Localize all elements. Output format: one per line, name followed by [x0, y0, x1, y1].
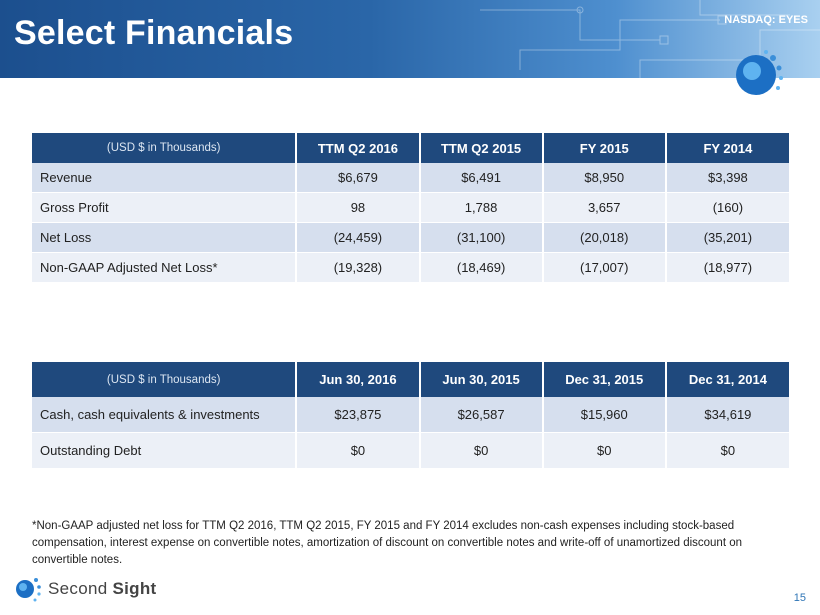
table-row: Outstanding Debt $0 $0 $0 $0 — [32, 432, 789, 469]
row-label: Outstanding Debt — [32, 432, 298, 469]
table-cell: (17,007) — [542, 252, 667, 283]
financials-table: (USD $ in Thousands) TTM Q2 2016 TTM Q2 … — [32, 133, 789, 283]
balance-table: (USD $ in Thousands) Jun 30, 2016 Jun 30… — [32, 362, 789, 469]
table-header-row: (USD $ in Thousands) Jun 30, 2016 Jun 30… — [32, 362, 789, 397]
company-logo: Second Sight — [12, 574, 156, 604]
brand-name-bold: Sight — [112, 579, 157, 598]
row-label: Non-GAAP Adjusted Net Loss* — [32, 252, 298, 283]
footnote: *Non-GAAP adjusted net loss for TTM Q2 2… — [32, 520, 743, 566]
column-header: Jun 30, 2016 — [296, 362, 421, 397]
table-row: Revenue $6,679 $6,491 $8,950 $3,398 — [32, 163, 789, 193]
table-cell: $0 — [296, 432, 421, 469]
page-number: 15 — [793, 592, 806, 604]
table-cell: (20,018) — [542, 222, 667, 253]
table-cell: 1,788 — [419, 192, 544, 223]
row-label: Revenue — [32, 163, 298, 193]
column-header: Dec 31, 2014 — [665, 362, 789, 397]
dots-logo-icon — [16, 578, 41, 602]
table-cell: $0 — [542, 432, 667, 469]
table-cell: $0 — [665, 432, 789, 469]
brand-name: Second Sight — [48, 579, 156, 599]
table-row: Non-GAAP Adjusted Net Loss* (19,328) (18… — [32, 252, 789, 283]
table-cell: $34,619 — [665, 397, 789, 433]
brand-name-light: Second — [48, 579, 113, 598]
table-cell: (19,328) — [296, 252, 421, 283]
column-header: FY 2015 — [542, 133, 667, 163]
table-cell: (160) — [665, 192, 789, 223]
table-cell: $8,950 — [542, 163, 667, 193]
column-header: FY 2014 — [665, 133, 789, 163]
table-cell: $6,679 — [296, 163, 421, 193]
column-header: TTM Q2 2016 — [296, 133, 421, 163]
column-header: (USD $ in Thousands) — [32, 362, 298, 397]
row-label: Gross Profit — [32, 192, 298, 223]
table-cell: $15,960 — [542, 397, 667, 433]
column-header: Dec 31, 2015 — [542, 362, 667, 397]
table-cell: $26,587 — [419, 397, 544, 433]
table-header-row: (USD $ in Thousands) TTM Q2 2016 TTM Q2 … — [32, 133, 789, 163]
table-cell: (18,977) — [665, 252, 789, 283]
table-cell: 98 — [296, 192, 421, 223]
table-cell: $0 — [419, 432, 544, 469]
ticker-label: NASDAQ: EYES — [724, 14, 808, 26]
table-cell: (18,469) — [419, 252, 544, 283]
globe-logo-icon — [736, 50, 783, 95]
row-label: Cash, cash equivalents & investments — [32, 397, 298, 433]
table-cell: $23,875 — [296, 397, 421, 433]
table-cell: (24,459) — [296, 222, 421, 253]
row-label: Net Loss — [32, 222, 298, 253]
page-title: Select Financials — [14, 14, 294, 52]
column-header: (USD $ in Thousands) — [32, 133, 298, 163]
table-row: Net Loss (24,459) (31,100) (20,018) (35,… — [32, 222, 789, 253]
table-cell: (35,201) — [665, 222, 789, 253]
table-row: Cash, cash equivalents & investments $23… — [32, 397, 789, 433]
table-row: Gross Profit 98 1,788 3,657 (160) — [32, 192, 789, 223]
table-cell: $3,398 — [665, 163, 789, 193]
table-cell: $6,491 — [419, 163, 544, 193]
column-header: TTM Q2 2015 — [419, 133, 544, 163]
table-cell: 3,657 — [542, 192, 667, 223]
table-cell: (31,100) — [419, 222, 544, 253]
column-header: Jun 30, 2015 — [419, 362, 544, 397]
header-banner: Select Financials NASDAQ: EYES — [0, 0, 820, 78]
